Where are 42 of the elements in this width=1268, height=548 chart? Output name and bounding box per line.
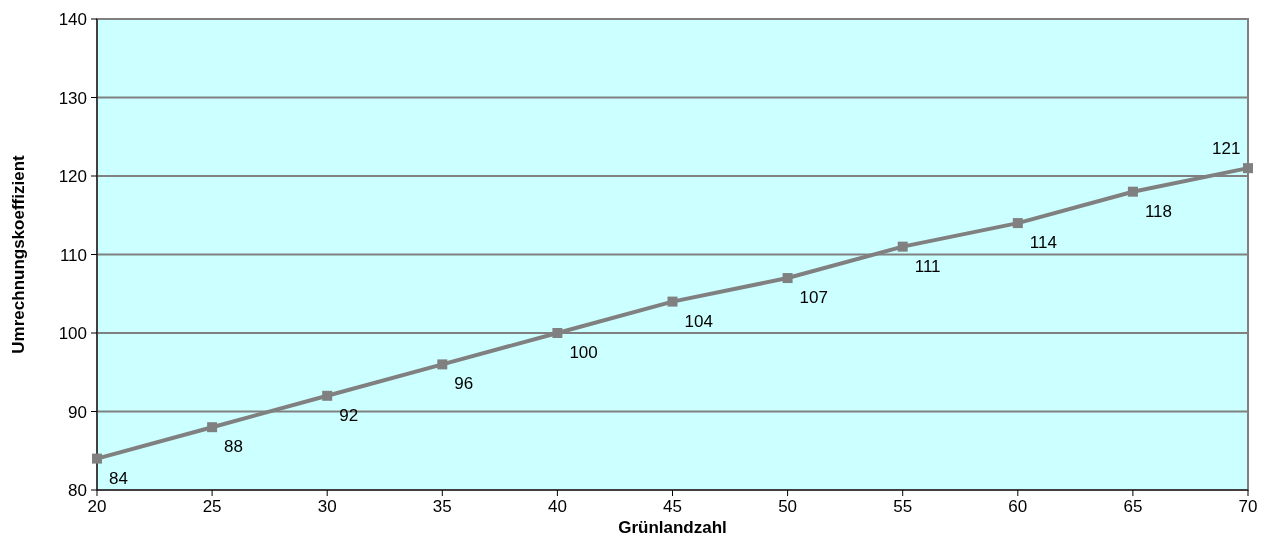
x-tick-label: 25 [202,497,222,516]
y-tick-label: 90 [68,402,87,422]
point [92,453,102,464]
point [322,390,333,401]
x-axis-title: Grünlandzahl [618,518,727,537]
x-tick-label: 50 [778,497,798,516]
x-tick-label: 35 [432,497,452,516]
point [207,422,218,433]
data-label: 84 [109,468,128,488]
data-label: 121 [1212,139,1241,159]
x-tick-label: 40 [547,497,567,516]
x-tick-label: 70 [1238,497,1258,516]
y-tick-label: 130 [58,88,87,108]
data-label: 92 [339,405,359,425]
y-tick-label: 100 [58,324,87,343]
data-label: 111 [914,256,941,276]
data-label: 104 [684,311,713,331]
x-tick-label: 30 [317,497,337,516]
point [1127,186,1138,197]
point [1012,218,1023,229]
y-tick-label: 80 [68,481,87,500]
x-tick-label: 60 [1008,497,1028,516]
data-label: 96 [454,374,474,394]
y-tick-label: 110 [59,245,87,265]
data-label: 100 [569,343,598,362]
point [897,241,908,252]
point [437,359,448,370]
point [667,296,678,307]
x-tick-label: 55 [893,497,913,516]
point [782,273,793,284]
point [552,328,563,338]
x-tick-label: 45 [663,497,682,516]
y-tick-label: 140 [58,10,87,29]
point [1243,163,1253,174]
data-label: 114 [1029,233,1057,253]
x-tick-label: 20 [87,497,107,516]
data-label: 88 [224,437,244,457]
y-axis-title: Umrechnungskoeffizient [9,154,28,354]
data-label: 107 [799,288,828,308]
y-tick-label: 120 [58,167,87,186]
x-tick-label: 65 [1123,497,1143,516]
data-label: 118 [1144,201,1173,221]
